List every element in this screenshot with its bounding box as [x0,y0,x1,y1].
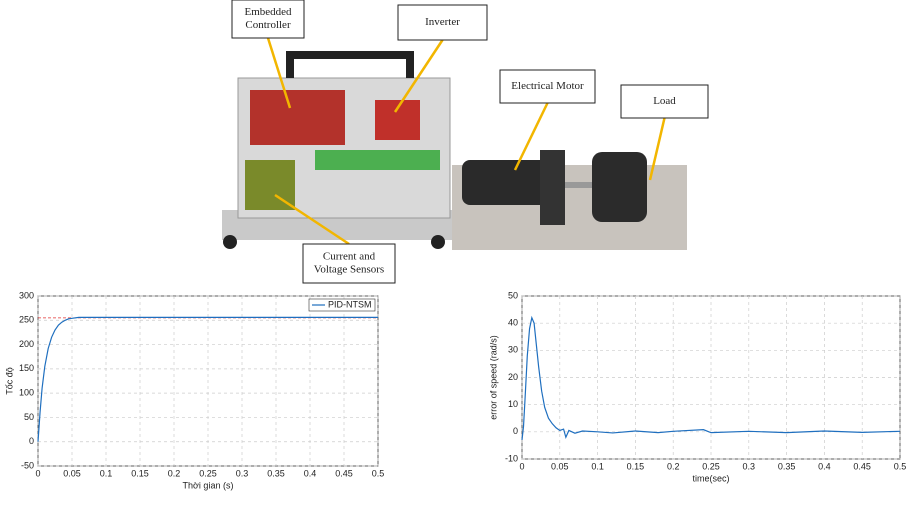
x-tick-label: 0.25 [702,461,720,471]
y-tick-label: 40 [508,318,518,328]
x-tick-label: 0.3 [743,461,756,471]
callout-box [231,0,305,39]
callout-box [397,4,488,41]
callout-arrow [513,102,549,171]
y-tick-label: -50 [21,460,34,470]
y-tick-label: 300 [19,290,34,300]
y-axis-label: error of speed (rad/s) [488,335,498,420]
y-tick-label: 150 [19,363,34,373]
x-tick-label: 0.2 [667,461,680,471]
callout-box [620,84,709,119]
x-tick-label: 0.45 [335,468,353,478]
callout-label: Load [653,95,676,107]
x-tick-label: 0.2 [168,468,181,478]
y-tick-label: 0 [513,426,518,436]
y-tick-label: 100 [19,388,34,398]
callout-label: Embedded [244,6,292,18]
x-tick-label: 0.35 [778,461,796,471]
x-axis-label: Thời gian (s) [183,480,234,490]
x-tick-label: 0.1 [591,461,604,471]
legend-label: PID-NTSM [328,299,372,309]
callout-label: Inverter [425,16,460,28]
y-tick-label: 30 [508,345,518,355]
y-tick-label: 200 [19,339,34,349]
x-tick-label: 0.05 [63,468,81,478]
x-tick-label: 0.4 [304,468,317,478]
callout-arrow [266,37,292,109]
callout-arrow [648,117,666,181]
callout-label: Current and [323,251,376,263]
x-tick-label: 0.45 [853,461,871,471]
photo [222,51,687,250]
callout-box [302,243,396,284]
callout-label: Controller [245,19,291,31]
legend-box [308,298,376,312]
y-axis-label: Tốc độ [4,367,14,395]
y-tick-label: 50 [508,290,518,300]
x-tick-label: 0.3 [236,468,249,478]
data-line [521,315,901,441]
callout-box [499,69,596,104]
callout-arrow [274,193,350,246]
y-tick-label: 20 [508,372,518,382]
x-tick-label: 0.5 [372,468,385,478]
y-tick-label: 0 [29,436,34,446]
x-tick-label: 0.15 [131,468,149,478]
x-tick-label: 0.15 [627,461,645,471]
x-tick-label: 0.1 [100,468,113,478]
y-tick-label: 50 [24,412,34,422]
x-tick-label: 0.4 [818,461,831,471]
y-tick-label: 10 [508,399,518,409]
x-tick-label: 0.25 [199,468,217,478]
callout-label: Electrical Motor [511,80,584,92]
y-tick-label: 250 [19,315,34,325]
callout-arrow [393,39,444,113]
x-tick-label: 0.05 [551,461,569,471]
y-tick-label: -10 [505,453,518,463]
data-line [37,316,378,442]
x-tick-label: 0 [519,461,524,471]
x-axis-label: time(sec) [692,473,729,483]
x-tick-label: 0 [35,468,40,478]
x-tick-label: 0.5 [894,461,907,471]
callout-label: Voltage Sensors [314,264,384,276]
x-tick-label: 0.35 [267,468,285,478]
